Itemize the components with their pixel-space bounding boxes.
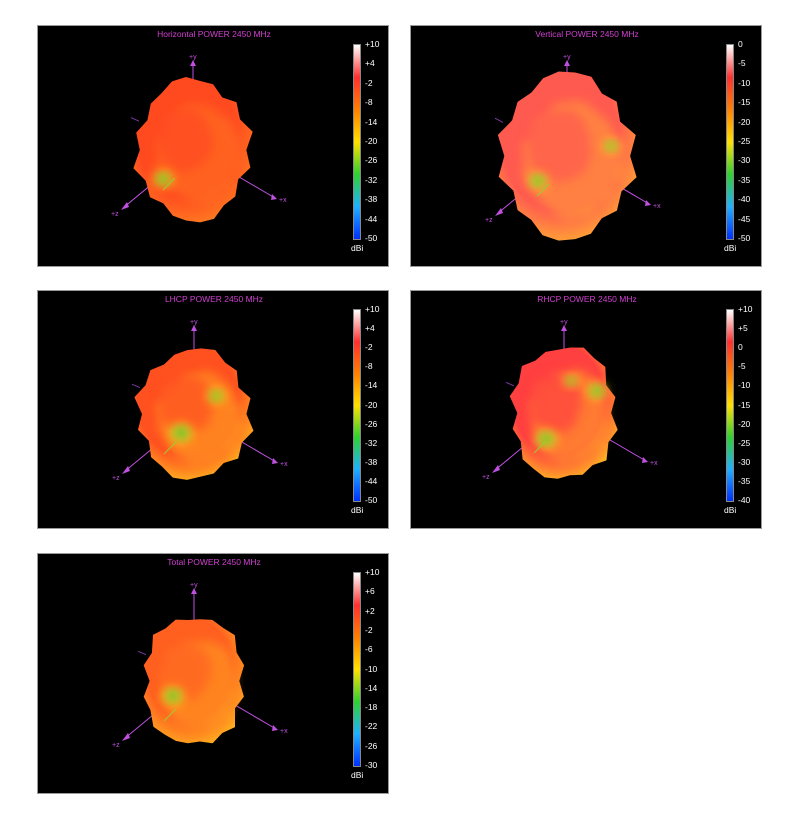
colorbar-tick-label: 0: [738, 342, 743, 353]
axis-label-x: +x: [280, 461, 288, 468]
axis-label-z: +z: [485, 217, 493, 224]
colorbar-tick-label: -8: [365, 97, 373, 108]
colorbar-tick-label: -14: [365, 380, 378, 391]
axis-label-z: +z: [112, 475, 120, 482]
colorbar-tick-label: -35: [738, 475, 751, 486]
pattern-plot: +y +x +z: [112, 319, 288, 482]
axis-label-y: +y: [190, 319, 198, 326]
colorbar-tick-label: -14: [365, 116, 378, 127]
axis-label-z: +z: [112, 742, 120, 749]
colorbar: [726, 309, 734, 502]
axis-label-z: +z: [111, 211, 119, 218]
colorbar-tick-label: -2: [365, 342, 373, 353]
colorbar-tick-label: -2: [365, 77, 373, 88]
axis-label-z: +z: [482, 474, 490, 481]
colorbar-tick-label: -30: [738, 155, 751, 166]
colorbar-unit: dBi: [351, 243, 364, 253]
axis-label-y: +y: [189, 54, 197, 61]
colorbar-unit: dBi: [724, 505, 737, 515]
colorbar-tick-label: +10: [365, 39, 380, 49]
colorbar-tick-label: -30: [738, 456, 751, 467]
colorbar-tick-label: -10: [738, 380, 751, 391]
colorbar-tick-label: +4: [365, 323, 375, 334]
axis-label-x: +x: [280, 728, 288, 735]
colorbar-tick-label: -50: [738, 233, 751, 243]
colorbar-tick-label: -38: [365, 456, 378, 467]
colorbar-tick-label: -35: [738, 174, 751, 185]
colorbar-tick-label: -5: [738, 58, 746, 69]
colorbar-tick-label: -20: [365, 399, 378, 410]
pattern-plot: +y +x +z: [485, 54, 661, 241]
colorbar-tick-label: -50: [365, 495, 378, 505]
colorbar-tick-label: +10: [365, 304, 380, 314]
colorbar-tick-label: -30: [365, 760, 378, 770]
colorbar-tick-label: +2: [365, 605, 375, 616]
colorbar: [353, 572, 361, 767]
colorbar-tick-label: -5: [738, 361, 746, 372]
colorbar-tick-label: -44: [365, 475, 378, 486]
chart-title: Vertical POWER 2450 MHz: [535, 29, 639, 39]
colorbar-tick-label: -40: [738, 194, 751, 205]
colorbar: [353, 44, 361, 240]
colorbar-tick-label: +10: [738, 304, 753, 314]
pattern-panel-vertical: +y +x +z Vertical POWER 2450 MHz 0 -5 -10 -15 -2…: [410, 25, 762, 267]
colorbar-tick-label: -8: [365, 361, 373, 372]
colorbar: [726, 44, 734, 240]
colorbar-tick-label: -18: [365, 702, 378, 713]
axis-label-y: +y: [560, 319, 568, 326]
colorbar-tick-label: -15: [738, 399, 751, 410]
colorbar-tick-label: -26: [365, 418, 378, 429]
axis-label-y: +y: [563, 54, 571, 61]
chart-title: LHCP POWER 2450 MHz: [164, 294, 264, 304]
colorbar-tick-label: -26: [365, 740, 378, 751]
colorbar-tick-label: -50: [365, 233, 378, 243]
colorbar-tick-label: -6: [365, 644, 373, 655]
colorbar-tick-label: +4: [365, 58, 375, 69]
pattern-panel-lhcp: +y +x +z LHCP POWER 2450 MHz +10 +4 -2 -8 -14 -20…: [37, 290, 389, 529]
colorbar-tick-label: -44: [365, 213, 378, 224]
axis-label-x: +x: [650, 460, 658, 467]
colorbar-tick-label: +5: [738, 323, 748, 334]
colorbar-unit: dBi: [351, 505, 364, 515]
colorbar: [353, 309, 361, 502]
colorbar-tick-label: -2: [365, 624, 373, 635]
colorbar-tick-label: 0: [738, 39, 743, 49]
colorbar-tick-label: -14: [365, 682, 378, 693]
pattern-panel-rhcp: +y +x +z RHCP POWER 2450 MHz +10 +5 0 -5 -10 -15 -…: [410, 290, 762, 529]
colorbar-tick-label: -10: [365, 663, 378, 674]
colorbar-unit: dBi: [724, 243, 737, 253]
colorbar-tick-label: -32: [365, 174, 378, 185]
colorbar-tick-label: +6: [365, 586, 375, 597]
colorbar-tick-label: -40: [738, 495, 751, 505]
colorbar-tick-label: -15: [738, 97, 751, 108]
pattern-plot: +y +x +z: [111, 54, 287, 223]
colorbar-tick-label: -20: [738, 116, 751, 127]
colorbar-tick-label: -25: [738, 437, 751, 448]
colorbar-tick-label: -45: [738, 213, 751, 224]
pattern-plot: +y +x +z: [112, 582, 288, 749]
colorbar-tick-label: -38: [365, 194, 378, 205]
pattern-plot: +y +x +z: [482, 319, 658, 481]
chart-title: Total POWER 2450 MHz: [167, 557, 261, 567]
colorbar-tick-label: -26: [365, 155, 378, 166]
axis-label-y: +y: [190, 582, 198, 589]
colorbar-tick-label: -25: [738, 136, 751, 146]
colorbar-tick-label: -20: [365, 136, 378, 146]
chart-title: RHCP POWER 2450 MHz: [537, 294, 637, 304]
axis-label-x: +x: [279, 197, 287, 204]
chart-title: Horizontal POWER 2450 MHz: [157, 29, 271, 39]
pattern-panel-total: +y +x +z Total POWER 2450 MHz +10 +6 +2 -2 -6 -10…: [37, 553, 389, 794]
colorbar-unit: dBi: [351, 770, 364, 780]
colorbar-tick-label: +10: [365, 567, 380, 577]
axis-label-x: +x: [653, 203, 661, 210]
pattern-panel-horizontal: +y +x +z Horizontal POWER 2450 MHz +10 +4 -2 -8…: [37, 25, 389, 267]
colorbar-tick-label: -10: [738, 77, 751, 88]
colorbar-tick-label: -22: [365, 721, 378, 732]
colorbar-tick-label: -32: [365, 437, 378, 448]
colorbar-tick-label: -20: [738, 418, 751, 429]
